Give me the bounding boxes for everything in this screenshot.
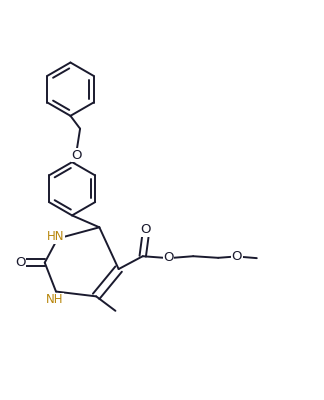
Text: O: O (163, 251, 174, 264)
Text: NH: NH (46, 293, 63, 306)
Text: O: O (15, 256, 25, 269)
Text: O: O (140, 223, 151, 236)
Text: O: O (72, 148, 82, 162)
Text: HN: HN (47, 230, 65, 244)
Text: O: O (232, 250, 242, 263)
